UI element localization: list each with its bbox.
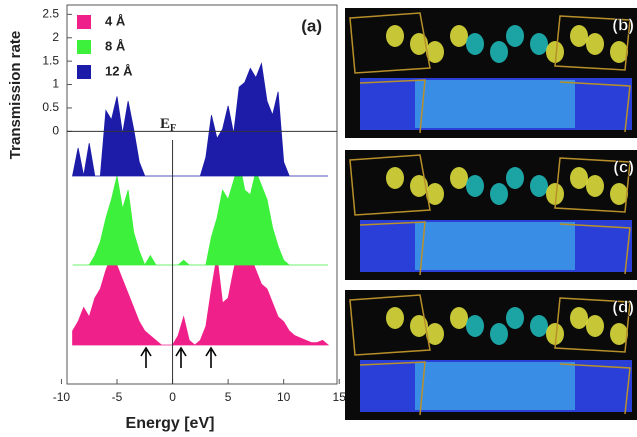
- fermi-subscript: F: [170, 123, 176, 134]
- panel-label: (a): [301, 16, 322, 35]
- orbital-lobe: [466, 175, 484, 197]
- legend-swatch: [77, 40, 91, 54]
- orbital-lobe: [386, 167, 404, 189]
- orbital-lobe: [570, 307, 588, 329]
- spectrum-area: [73, 64, 329, 176]
- legend-label: 12 Å: [105, 63, 133, 78]
- arrows: [141, 348, 216, 368]
- orbital-lobe: [386, 307, 404, 329]
- orbital-lobe: [586, 175, 604, 197]
- structure-image: (b): [345, 8, 637, 138]
- orbital-lobe: [586, 315, 604, 337]
- spectrum-area: [73, 162, 329, 265]
- legend-label: 4 Å: [105, 13, 126, 28]
- x-tick-label: 10: [277, 390, 291, 404]
- structure-image: (c): [345, 150, 637, 280]
- x-axis-label: Energy [eV]: [126, 415, 215, 432]
- orbital-lobe: [530, 175, 548, 197]
- density-glow: [415, 362, 575, 410]
- y-tick-label: 0: [52, 124, 59, 138]
- orbital-lobe: [450, 25, 468, 47]
- structure-image: (d): [345, 290, 637, 420]
- orbital-lobe: [386, 25, 404, 47]
- orbital-lobe: [506, 307, 524, 329]
- y-tick-label: 1: [52, 77, 59, 91]
- orbital-lobe: [586, 33, 604, 55]
- orbital-lobe: [490, 41, 508, 63]
- fermi-symbol: E: [160, 116, 170, 132]
- legend-label: 8 Å: [105, 38, 126, 53]
- x-tick-label: 0: [169, 390, 176, 404]
- orbital-lobe: [570, 25, 588, 47]
- figure: (a) Energy [eV] Transmission rate EF 0 0.…: [0, 0, 637, 437]
- y-tick-label: 1.5: [42, 53, 59, 67]
- orbital-lobe: [490, 183, 508, 205]
- orbital-lobe: [466, 33, 484, 55]
- orbital-lobe: [570, 167, 588, 189]
- orbital-lobe: [450, 307, 468, 329]
- density-glow: [415, 80, 575, 128]
- y-tick-label: 2.5: [42, 7, 59, 21]
- legend-swatch: [77, 65, 91, 79]
- y-tick-label: 0.5: [42, 100, 59, 114]
- orbital-lobe: [506, 25, 524, 47]
- density-glow: [415, 222, 575, 270]
- x-tick-label: -10: [53, 390, 71, 404]
- orbital-lobe: [490, 323, 508, 345]
- orbital-lobe: [450, 167, 468, 189]
- legend-swatch: [77, 15, 91, 29]
- orbital-lobe: [466, 315, 484, 337]
- y-tick-label: 2: [52, 30, 59, 44]
- x-tick-label: 15: [333, 390, 347, 404]
- panel-label: (c): [613, 157, 634, 176]
- panel-label: (d): [612, 297, 634, 316]
- x-tick-label: 5: [225, 390, 232, 404]
- orbital-lobe: [530, 33, 548, 55]
- panel-label: (b): [612, 15, 634, 34]
- orbital-lobe: [530, 315, 548, 337]
- x-tick-label: -5: [112, 390, 123, 404]
- y-axis-label: Transmission rate: [7, 31, 24, 159]
- orbital-lobe: [506, 167, 524, 189]
